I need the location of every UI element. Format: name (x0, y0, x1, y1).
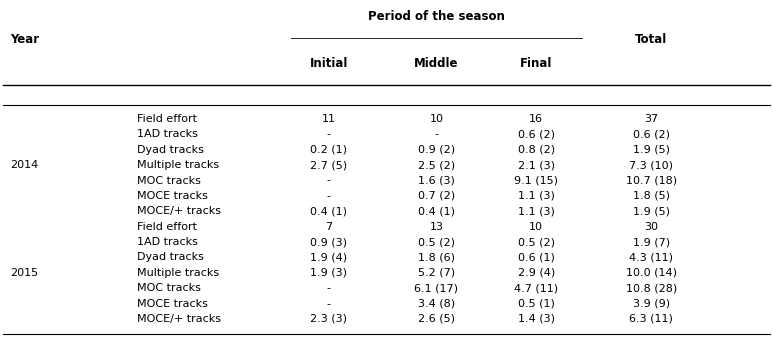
Text: 0.8 (2): 0.8 (2) (518, 145, 555, 155)
Text: 0.9 (3): 0.9 (3) (311, 237, 347, 247)
Text: 2.7 (5): 2.7 (5) (311, 160, 348, 170)
Text: 0.6 (1): 0.6 (1) (518, 252, 554, 262)
Text: 0.9 (2): 0.9 (2) (418, 145, 455, 155)
Text: 6.3 (11): 6.3 (11) (629, 314, 673, 324)
Text: 3.9 (9): 3.9 (9) (633, 299, 670, 308)
Text: 0.5 (2): 0.5 (2) (518, 237, 555, 247)
Text: MOC tracks: MOC tracks (137, 175, 201, 186)
Text: Field effort: Field effort (137, 222, 197, 232)
Text: Middle: Middle (414, 57, 458, 70)
Text: Field effort: Field effort (137, 114, 197, 124)
Text: MOCE/+ tracks: MOCE/+ tracks (137, 314, 221, 324)
Text: 1.6 (3): 1.6 (3) (418, 175, 455, 186)
Text: 1.1 (3): 1.1 (3) (518, 206, 554, 216)
Text: 6.1 (17): 6.1 (17) (414, 283, 458, 293)
Text: 1.8 (6): 1.8 (6) (418, 252, 455, 262)
Text: 10.7 (18): 10.7 (18) (625, 175, 677, 186)
Text: Period of the season: Period of the season (368, 10, 505, 23)
Text: 0.5 (2): 0.5 (2) (418, 237, 455, 247)
Text: 13: 13 (429, 222, 444, 232)
Text: Year: Year (11, 33, 39, 46)
Text: 11: 11 (322, 114, 336, 124)
Text: 2015: 2015 (11, 268, 39, 278)
Text: 30: 30 (644, 222, 659, 232)
Text: 16: 16 (530, 114, 543, 124)
Text: 2.3 (3): 2.3 (3) (311, 314, 347, 324)
Text: Initial: Initial (310, 57, 348, 70)
Text: MOCE/+ tracks: MOCE/+ tracks (137, 206, 221, 216)
Text: -: - (327, 283, 331, 293)
Text: 3.4 (8): 3.4 (8) (418, 299, 455, 308)
Text: MOCE tracks: MOCE tracks (137, 299, 208, 308)
Text: 0.6 (2): 0.6 (2) (633, 129, 669, 140)
Text: 1.9 (7): 1.9 (7) (633, 237, 670, 247)
Text: Dyad tracks: Dyad tracks (137, 252, 204, 262)
Text: 1.8 (5): 1.8 (5) (633, 191, 669, 201)
Text: 0.6 (2): 0.6 (2) (518, 129, 555, 140)
Text: 37: 37 (644, 114, 659, 124)
Text: 9.1 (15): 9.1 (15) (514, 175, 558, 186)
Text: 1.9 (3): 1.9 (3) (311, 268, 347, 278)
Text: Multiple tracks: Multiple tracks (137, 160, 220, 170)
Text: 7: 7 (325, 222, 332, 232)
Text: 1.9 (5): 1.9 (5) (633, 206, 669, 216)
Text: 10: 10 (530, 222, 543, 232)
Text: 10: 10 (429, 114, 444, 124)
Text: 1.9 (4): 1.9 (4) (311, 252, 348, 262)
Text: 4.7 (11): 4.7 (11) (514, 283, 558, 293)
Text: 1.1 (3): 1.1 (3) (518, 191, 554, 201)
Text: 7.3 (10): 7.3 (10) (629, 160, 673, 170)
Text: 1.9 (5): 1.9 (5) (633, 145, 669, 155)
Text: 2.6 (5): 2.6 (5) (418, 314, 455, 324)
Text: 10.0 (14): 10.0 (14) (626, 268, 677, 278)
Text: MOCE tracks: MOCE tracks (137, 191, 208, 201)
Text: -: - (327, 129, 331, 140)
Text: Final: Final (520, 57, 553, 70)
Text: 1AD tracks: 1AD tracks (137, 129, 198, 140)
Text: 0.7 (2): 0.7 (2) (418, 191, 455, 201)
Text: 2014: 2014 (11, 160, 39, 170)
Text: 1AD tracks: 1AD tracks (137, 237, 198, 247)
Text: 0.4 (1): 0.4 (1) (311, 206, 347, 216)
Text: 0.4 (1): 0.4 (1) (418, 206, 455, 216)
Text: -: - (327, 175, 331, 186)
Text: 5.2 (7): 5.2 (7) (418, 268, 455, 278)
Text: -: - (434, 129, 438, 140)
Text: 2.5 (2): 2.5 (2) (418, 160, 455, 170)
Text: -: - (327, 299, 331, 308)
Text: 0.5 (1): 0.5 (1) (518, 299, 554, 308)
Text: MOC tracks: MOC tracks (137, 283, 201, 293)
Text: 10.8 (28): 10.8 (28) (625, 283, 677, 293)
Text: 4.3 (11): 4.3 (11) (629, 252, 673, 262)
Text: Dyad tracks: Dyad tracks (137, 145, 204, 155)
Text: 1.4 (3): 1.4 (3) (518, 314, 555, 324)
Text: 0.2 (1): 0.2 (1) (311, 145, 347, 155)
Text: 2.9 (4): 2.9 (4) (518, 268, 555, 278)
Text: -: - (327, 191, 331, 201)
Text: Multiple tracks: Multiple tracks (137, 268, 220, 278)
Text: 2.1 (3): 2.1 (3) (518, 160, 555, 170)
Text: Total: Total (635, 33, 667, 46)
